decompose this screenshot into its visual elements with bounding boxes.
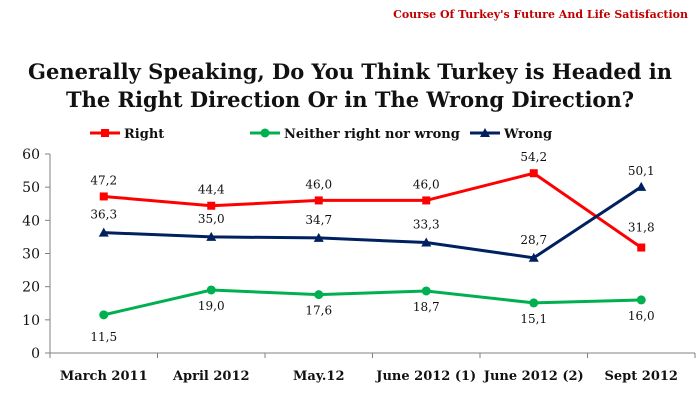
y-tick-label: 40 [22, 213, 40, 229]
point-neither-right-nor-wrong [636, 295, 646, 305]
legend-label-right: Right [124, 127, 164, 142]
point-neither-right-nor-wrong [421, 286, 431, 296]
data-label-wrong: 35,0 [198, 212, 225, 226]
chart-title-line-1: Generally Speaking, Do You Think Turkey … [28, 59, 672, 84]
point-right [99, 192, 108, 201]
chart-title: Generally Speaking, Do You Think Turkey … [0, 58, 700, 114]
data-label-neither-right-nor-wrong: 18,7 [413, 300, 440, 314]
point-right [207, 201, 216, 210]
x-tick-label: June 2012 (1) [375, 369, 476, 384]
series-line-wrong [103, 185, 643, 260]
data-label-right: 54,2 [520, 150, 547, 164]
data-label-right: 46,0 [413, 177, 440, 191]
point-neither-right-nor-wrong [314, 290, 324, 300]
data-label-neither-right-nor-wrong: 19,0 [198, 299, 225, 313]
data-label-neither-right-nor-wrong: 16,0 [628, 309, 655, 323]
point-wrong [528, 252, 539, 262]
y-tick-label: 0 [31, 346, 40, 362]
x-tick-label: Sept 2012 [605, 369, 678, 384]
data-label-wrong: 34,7 [305, 213, 332, 227]
data-label-wrong: 50,1 [628, 164, 655, 178]
point-wrong [98, 227, 109, 237]
legend-marker-right [101, 129, 109, 137]
y-tick-label: 50 [22, 180, 40, 196]
chart-title-line-2: The Right Direction Or in The Wrong Dire… [65, 87, 635, 112]
data-label-right: 31,8 [628, 221, 655, 235]
x-tick-label: April 2012 [172, 369, 250, 384]
point-wrong [421, 237, 432, 247]
header-tag: Course Of Turkey's Future And Life Satis… [393, 8, 688, 21]
point-right [529, 169, 538, 178]
y-tick-label: 10 [22, 313, 40, 329]
y-tick-label: 60 [22, 147, 40, 163]
data-label-right: 44,4 [198, 183, 225, 197]
x-tick-label: March 2011 [60, 369, 148, 384]
data-label-neither-right-nor-wrong: 15,1 [520, 312, 547, 326]
data-label-neither-right-nor-wrong: 11,5 [90, 330, 117, 344]
legend-label-wrong: Wrong [503, 127, 552, 142]
data-label-right: 46,0 [305, 177, 332, 191]
legend-label-neither-right-nor-wrong: Neither right nor wrong [284, 127, 460, 142]
legend-marker-neither-right-nor-wrong [260, 128, 270, 138]
point-neither-right-nor-wrong [206, 285, 216, 295]
y-tick-label: 20 [22, 280, 40, 296]
series-line-neither-right-nor-wrong [103, 288, 642, 317]
point-neither-right-nor-wrong [99, 310, 109, 320]
point-wrong [206, 231, 217, 241]
x-tick-label: May.12 [293, 369, 345, 384]
point-right [422, 196, 431, 205]
data-label-neither-right-nor-wrong: 17,6 [305, 304, 332, 318]
point-wrong [313, 232, 324, 242]
data-label-right: 47,2 [90, 173, 117, 187]
data-label-wrong: 36,3 [90, 208, 117, 222]
legend-marker-wrong [480, 128, 490, 137]
point-wrong [636, 181, 647, 191]
point-neither-right-nor-wrong [529, 298, 539, 308]
point-right [637, 243, 646, 252]
point-right [314, 196, 323, 205]
data-label-wrong: 33,3 [413, 218, 440, 232]
data-label-wrong: 28,7 [520, 233, 547, 247]
y-tick-label: 30 [22, 247, 40, 263]
series-line-right [103, 171, 643, 249]
x-tick-label: June 2012 (2) [483, 369, 584, 384]
